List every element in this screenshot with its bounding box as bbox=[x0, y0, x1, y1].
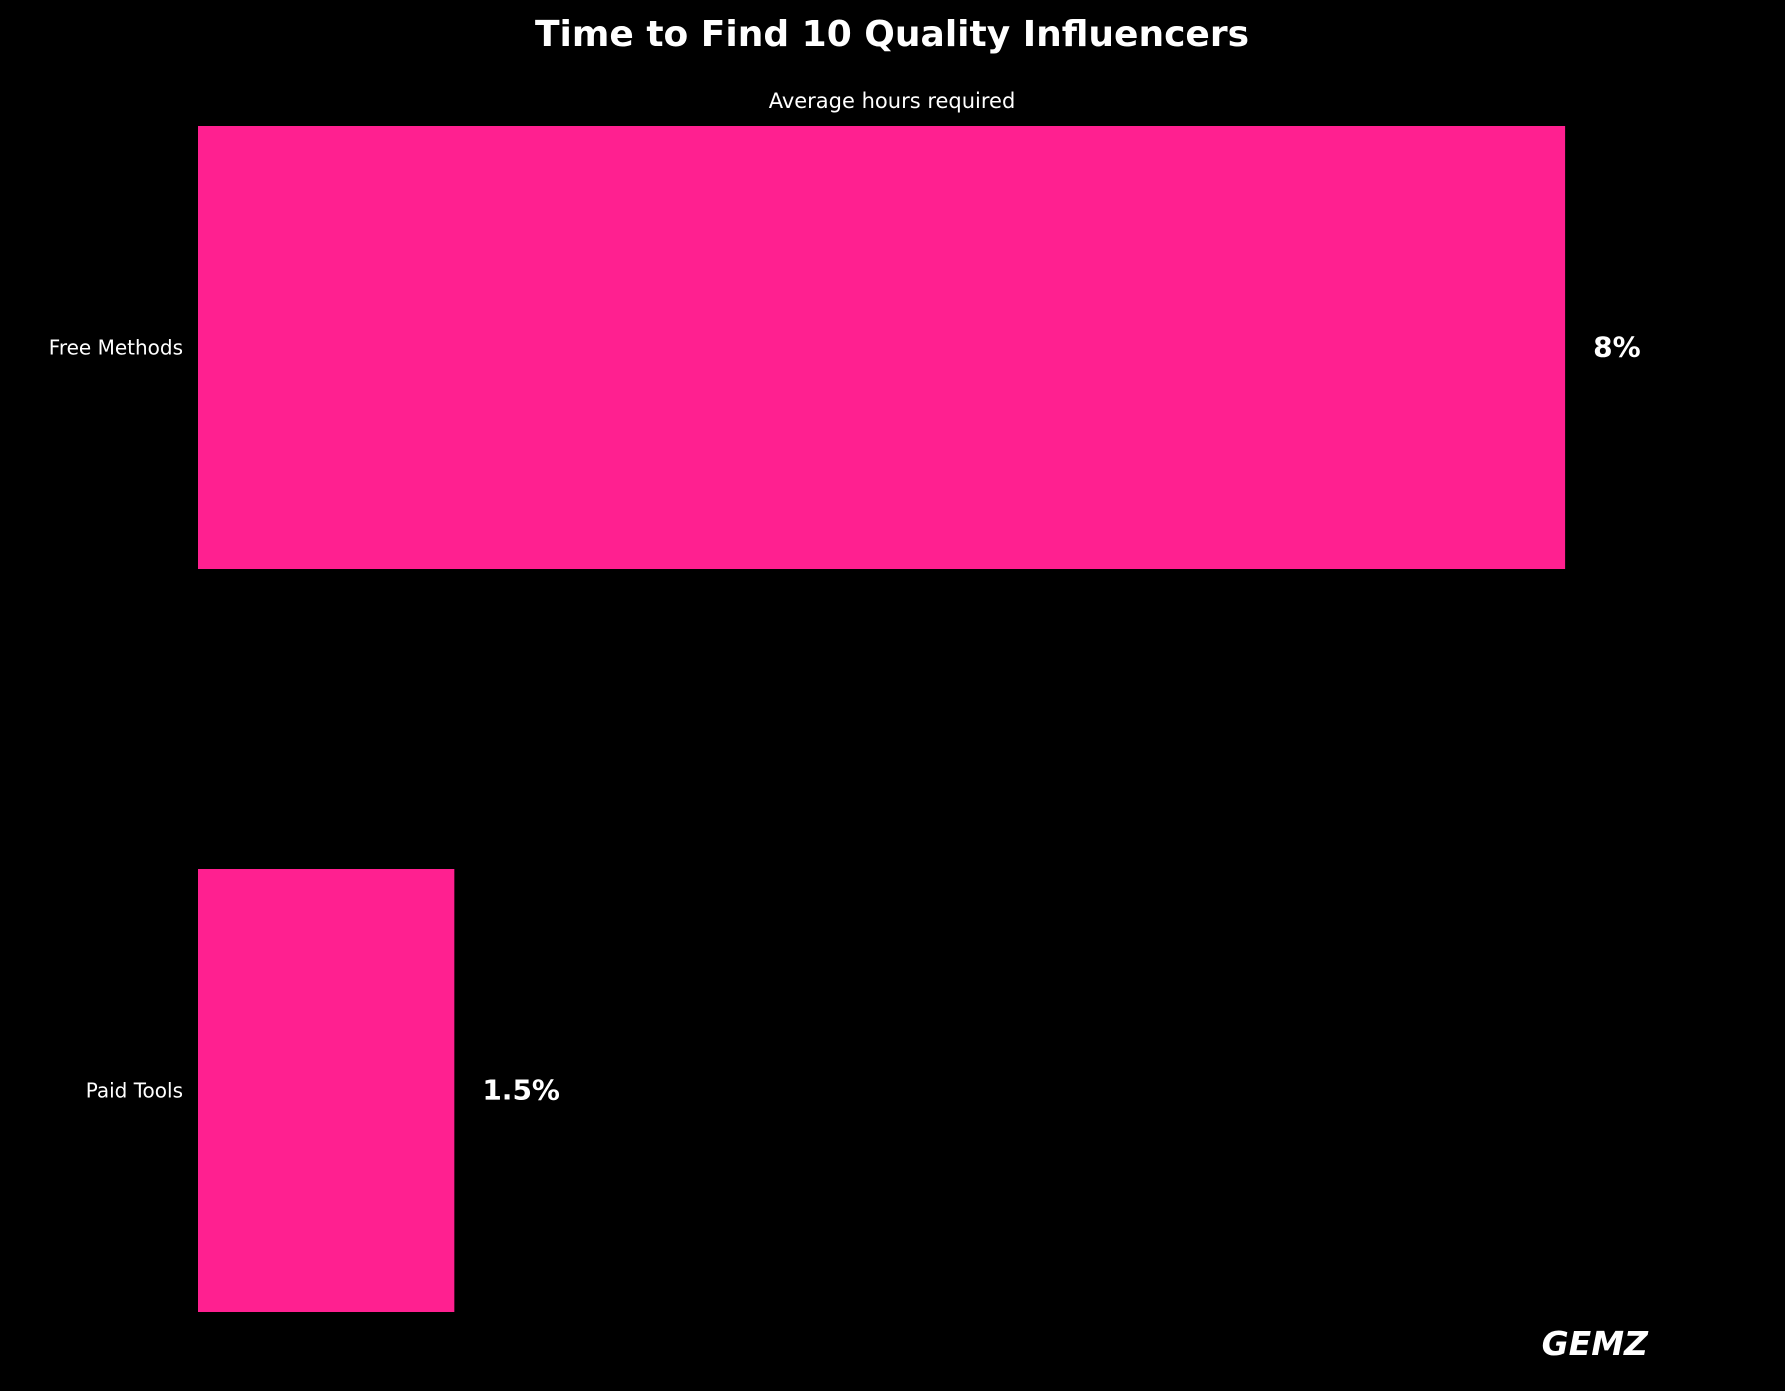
y-tick-label: Free Methods bbox=[49, 336, 183, 360]
gemz-logo: GEMZ bbox=[1542, 1324, 1649, 1363]
y-tick-label: Paid Tools bbox=[86, 1079, 183, 1103]
data-label: 8% bbox=[1593, 331, 1641, 364]
data-label: 1.5% bbox=[482, 1074, 560, 1107]
bars-group: Free Methods 8% Paid Tools 1.5% bbox=[49, 126, 1641, 1312]
bar-free-methods bbox=[198, 126, 1566, 569]
chart-subtitle: Average hours required bbox=[769, 89, 1016, 113]
chart-title: Time to Find 10 Quality Influencers bbox=[535, 14, 1249, 55]
bar-paid-tools bbox=[198, 869, 455, 1312]
